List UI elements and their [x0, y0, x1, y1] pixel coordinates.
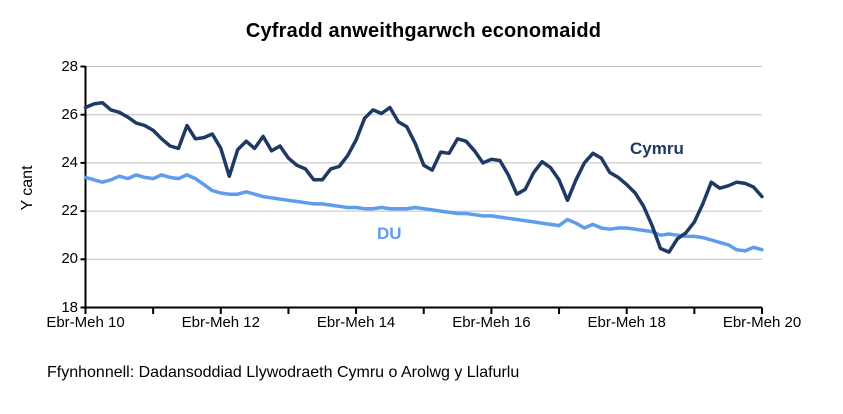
- chart-title: Cyfradd anweithgarwch economaidd: [245, 20, 602, 42]
- y-tick-label-22: 22: [61, 202, 78, 220]
- source-note: Ffynhonnell: Dadansoddiad Llywodraeth Cy…: [47, 364, 520, 381]
- x-tick-label-12: Ebr-Meh 12: [181, 314, 260, 331]
- x-tick-label-16: Ebr-Meh 16: [452, 314, 531, 331]
- series-label-cymru: Cymru: [630, 139, 684, 158]
- x-tick-label-20: Ebr-Meh 20: [722, 314, 802, 331]
- y-tick-label-18: 18: [61, 298, 78, 316]
- x-tick-label-18: Ebr-Meh 18: [587, 314, 666, 331]
- series-label-du: DU: [377, 224, 402, 243]
- y-tick-label-20: 20: [61, 250, 78, 268]
- x-tick-label-10: Ebr-Meh 10: [46, 314, 125, 331]
- x-tick-label-14: Ebr-Meh 14: [316, 314, 396, 331]
- series-line-cymru: [83, 100, 764, 254]
- y-tick-label-28: 28: [61, 57, 78, 75]
- y-tick-label-26: 26: [61, 105, 78, 123]
- y-tick-label-24: 24: [61, 153, 78, 171]
- series-line-du: [83, 173, 764, 253]
